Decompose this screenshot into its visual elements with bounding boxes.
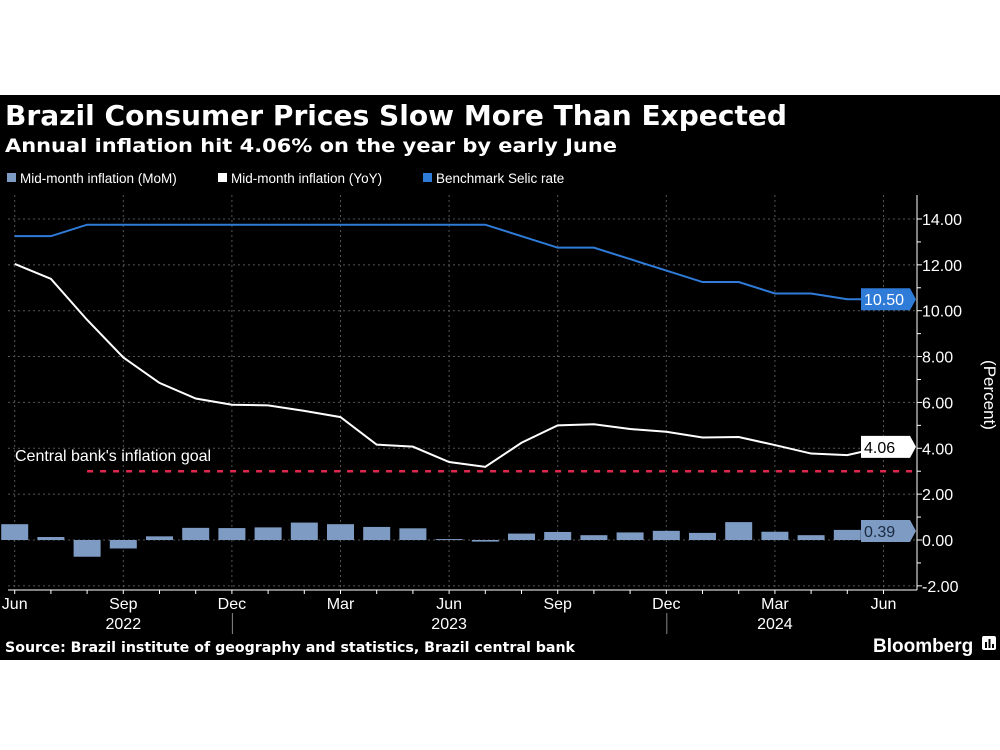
y-tick-label: 8.00 [922,350,953,367]
mom-bar [435,539,463,541]
mom-bars [1,522,897,557]
label-box [861,288,916,311]
label-box [861,435,916,458]
mom-bar [544,531,572,540]
mom-bar [580,535,608,540]
y-tick-label: 10.00 [922,304,962,321]
y-tick-label: 14.00 [922,212,962,229]
bloomberg-logo: Bloomberg [873,636,973,657]
mom-bar [797,535,825,540]
x-tick-label: Sep [109,596,138,613]
y-tick-label: -2.00 [922,579,959,596]
y-tick-label: 0.00 [922,533,953,550]
mom-bar [471,540,499,542]
mom-bar [73,540,101,557]
x-tick-label: Jun [436,596,462,613]
selic-last-label: 10.50 [861,288,916,311]
legend-label-mom: Mid-month inflation (MoM) [20,171,177,186]
mom-bar [37,537,65,540]
label-text: 4.06 [864,440,895,457]
x-tick-label: Sep [543,596,572,613]
mom-bar [689,532,716,540]
mom-bar [399,528,427,540]
source-note: Source: Brazil institute of geography an… [5,640,576,656]
mom-bar [616,532,644,540]
chart-background [0,95,1000,660]
yoy-last-label: 4.06 [861,435,916,458]
y-tick-label: 12.00 [922,258,962,275]
legend-swatch-selic [423,173,432,182]
x-tick-label: Mar [327,596,355,613]
legend-label-selic: Benchmark Selic rate [436,171,564,186]
mom-bar [254,527,282,540]
x-year-label: 2024 [757,616,793,633]
selic-line [14,223,884,301]
x-tick-label: Jun [2,596,28,613]
y-axis-label: (Percent) [980,360,999,430]
yoy-line [14,262,884,468]
axes: 14.00 12.00 10.00 8.00 6.00 4.00 2.00 0.00 -2.00… [2,195,962,634]
bloomberg-chart-icon [982,636,996,650]
mom-bar [146,536,173,540]
x-tick-label: Dec [218,596,246,613]
y-tick-label: 6.00 [922,395,953,412]
y-tick-label: 2.00 [922,487,953,504]
x-year-label: 2023 [431,616,467,633]
mom-bar [725,522,753,540]
mom-bar [508,533,535,540]
mom-bar [363,526,391,540]
legend-swatch-yoy [218,173,227,182]
mom-bar [761,531,789,540]
mom-bar [109,540,137,549]
x-tick-label: Dec [652,596,680,613]
goal-label: Central bank's inflation goal [15,448,211,465]
chart-title: Brazil Consumer Prices Slow More Than Ex… [5,99,787,132]
mom-bar [1,524,29,540]
legend-swatch-mom [7,173,16,182]
legend-label-yoy: Mid-month inflation (YoY) [231,171,382,186]
x-year-label: 2022 [106,616,142,633]
y-tick-label: 4.00 [922,441,953,458]
mom-bar [833,529,861,540]
x-tick-label: Jun [871,596,897,613]
label-box [861,520,916,543]
chart-subtitle: Annual inflation hit 4.06% on the year b… [5,135,617,157]
lines [14,223,884,468]
mom-bar [218,528,246,540]
x-tick-label: Mar [761,596,789,613]
label-text: 0.39 [864,524,895,541]
mom-bar [327,524,354,540]
label-text: 10.50 [864,292,904,309]
legend: Mid-month inflation (MoM) Mid-month infl… [7,171,564,186]
mom-last-label: 0.39 [861,520,916,543]
mom-bar [182,527,210,540]
mom-bar [290,522,318,540]
inflation-goal: Central bank's inflation goal [15,448,917,473]
mom-bar [652,530,680,540]
